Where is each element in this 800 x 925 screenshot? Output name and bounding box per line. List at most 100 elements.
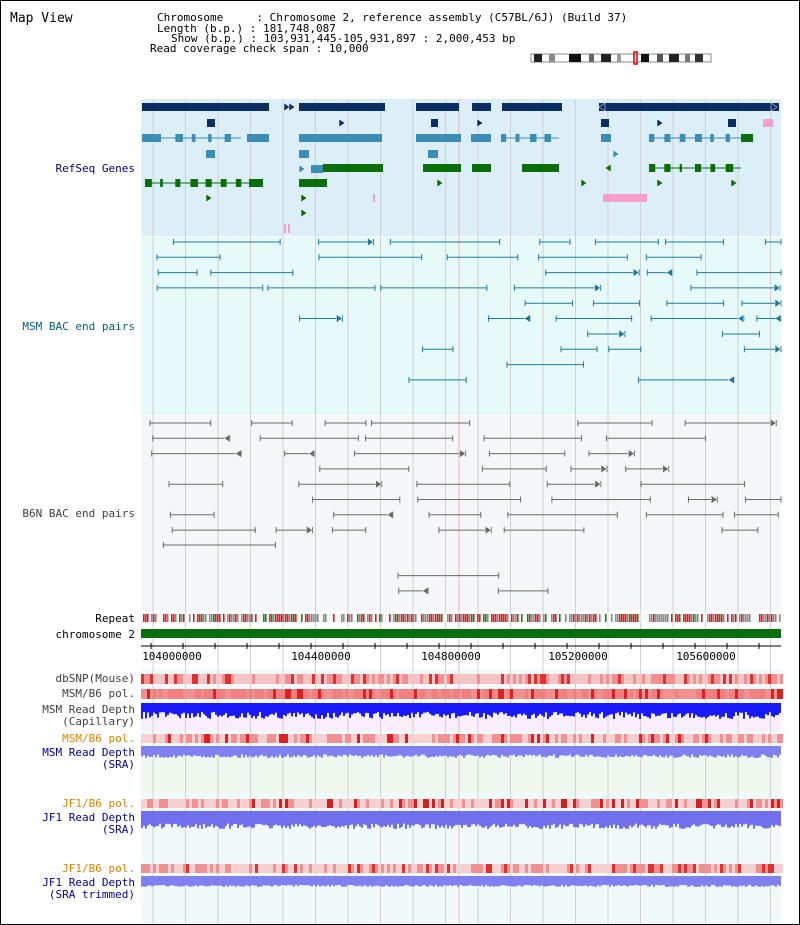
- read-depth-bar: [151, 876, 153, 887]
- polymorphism-cell: [141, 799, 144, 808]
- polymorphism-cell: [399, 734, 402, 743]
- read-depth-bar: [431, 703, 433, 716]
- polymorphism-cell: [558, 734, 561, 743]
- polymorphism-cell: [405, 689, 408, 699]
- repeat-mark: [341, 614, 343, 622]
- polymorphism-cell: [702, 734, 705, 743]
- repeat-mark: [637, 614, 639, 622]
- read-depth-bar: [589, 703, 591, 713]
- read-depth-bar: [701, 811, 703, 825]
- polymorphism-cell: [504, 799, 507, 808]
- repeat-mark: [675, 614, 677, 622]
- track-label-msm-bac[interactable]: MSM BAC end pairs: [22, 320, 135, 333]
- read-depth-bar: [661, 703, 663, 714]
- read-depth-bar: [295, 811, 297, 824]
- read-depth-bar: [367, 811, 369, 829]
- polymorphism-cell: [444, 734, 447, 743]
- read-depth-bar: [721, 703, 723, 717]
- repeat-mark: [607, 614, 609, 622]
- polymorphism-cell: [705, 734, 708, 743]
- polymorphism-cell: [594, 864, 597, 873]
- polymorphism-cell: [213, 674, 216, 684]
- repeat-mark: [165, 614, 167, 622]
- read-depth-bar: [283, 811, 285, 826]
- gene-exon: [175, 179, 181, 187]
- repeat-mark: [731, 614, 733, 622]
- read-depth-bar: [659, 703, 661, 716]
- read-depth-bar: [411, 703, 413, 713]
- read-depth-bar: [537, 746, 539, 756]
- polymorphism-cell: [681, 689, 684, 699]
- polymorphism-cell: [624, 674, 627, 684]
- polymorphism-cell: [315, 799, 318, 808]
- repeat-mark: [563, 614, 565, 622]
- read-depth-bar: [767, 876, 769, 887]
- read-depth-bar: [485, 746, 487, 756]
- chromosome-bar: [141, 629, 781, 638]
- read-depth-bar: [167, 746, 169, 758]
- read-depth-bar: [545, 811, 547, 828]
- repeat-mark: [223, 614, 225, 622]
- polymorphism-cell: [405, 734, 408, 743]
- read-depth-bar: [687, 811, 689, 828]
- read-depth-bar: [603, 703, 605, 719]
- read-depth-bar: [767, 811, 769, 829]
- polymorphism-cell: [330, 799, 333, 808]
- track-label-b6n-bac[interactable]: B6N BAC end pairs: [22, 507, 135, 520]
- polymorphism-cell: [372, 689, 375, 699]
- polymorphism-cell: [468, 689, 471, 699]
- read-depth-bar: [281, 746, 283, 758]
- read-depth-bar: [621, 746, 623, 758]
- msm-bac-track-bg: [141, 237, 781, 415]
- gene-block: [288, 224, 290, 233]
- read-depth-bar: [303, 811, 305, 826]
- read-depth-bar: [751, 746, 753, 757]
- polymorphism-cell: [204, 689, 207, 699]
- read-depth-bar: [587, 703, 589, 715]
- polymorphism-cell: [153, 734, 156, 743]
- read-depth-bar: [365, 703, 367, 713]
- polymorphism-cell: [597, 799, 600, 808]
- read-depth-bar: [565, 811, 567, 827]
- read-depth-bar: [515, 703, 517, 718]
- repeat-mark: [163, 614, 165, 622]
- read-depth-bar: [353, 876, 355, 886]
- read-depth-bar: [593, 746, 595, 757]
- polymorphism-cell: [147, 674, 150, 684]
- repeat-mark: [413, 614, 415, 622]
- repeat-mark: [773, 614, 775, 622]
- read-depth-bar: [359, 746, 361, 756]
- polymorphism-cell: [390, 689, 393, 699]
- read-depth-bar: [495, 811, 497, 827]
- read-depth-bar: [401, 746, 403, 757]
- read-depth-bar: [723, 703, 725, 717]
- read-depth-bar: [277, 703, 279, 718]
- polymorphism-cell: [507, 674, 510, 684]
- read-depth-bar: [581, 876, 583, 887]
- polymorphism-cell: [228, 674, 231, 684]
- read-depth-bar: [769, 811, 771, 828]
- track-label-msm-b6-pol: MSM/B6 pol.: [62, 687, 135, 700]
- read-depth-bar: [615, 876, 617, 886]
- read-depth-bar: [427, 746, 429, 758]
- gene-block: [373, 194, 375, 202]
- repeat-mark: [277, 614, 279, 622]
- repeat-mark: [747, 614, 749, 622]
- polymorphism-cell: [402, 674, 405, 684]
- read-depth-bar: [637, 703, 639, 714]
- polymorphism-cell: [492, 864, 495, 873]
- repeat-mark: [571, 614, 573, 622]
- read-depth-bar: [479, 703, 481, 718]
- read-depth-bar: [403, 811, 405, 824]
- track-label-refseq[interactable]: RefSeq Genes: [55, 162, 135, 175]
- polymorphism-cell: [678, 864, 681, 873]
- polymorphism-cell: [348, 864, 351, 873]
- read-depth-bar: [373, 746, 375, 758]
- strand-arrow-icon: [711, 495, 718, 504]
- read-depth-bar: [747, 703, 749, 716]
- read-depth-bar: [275, 703, 277, 713]
- polymorphism-cell: [456, 799, 459, 808]
- strand-arrow-icon: [580, 178, 588, 188]
- repeat-mark: [683, 614, 685, 622]
